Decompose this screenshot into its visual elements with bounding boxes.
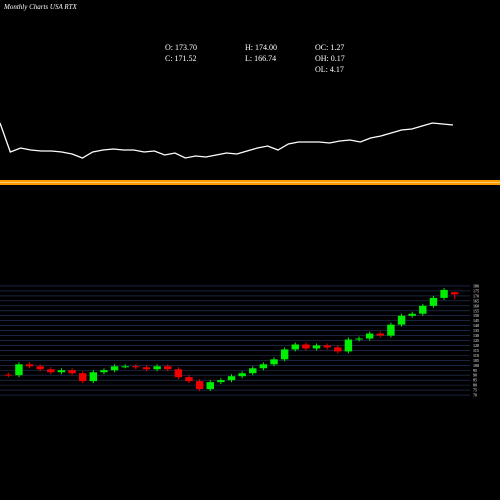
y-tick-label: 170 (473, 293, 479, 298)
candle-body (4, 374, 13, 376)
y-tick-label: 105 (473, 358, 479, 363)
y-tick-label: 90 (473, 373, 477, 378)
y-tick-label: 160 (473, 303, 479, 308)
candle-body (68, 370, 76, 374)
y-tick-label: 80 (473, 383, 477, 388)
ohlc-info: H: 174.00 (245, 43, 277, 52)
candle-body (25, 364, 34, 367)
y-tick-label: 150 (473, 313, 479, 318)
y-tick-label: 95 (473, 368, 477, 373)
y-tick-label: 120 (473, 343, 479, 348)
candle-body (153, 366, 161, 370)
y-tick-label: 145 (473, 318, 479, 323)
candle-body (110, 366, 119, 371)
y-tick-label: 85 (473, 378, 477, 383)
y-tick-label: 135 (473, 328, 479, 333)
candle-body (334, 347, 342, 352)
y-tick-label: 175 (473, 288, 479, 293)
candle-body (185, 377, 193, 382)
candle-body (36, 366, 44, 370)
y-tick-label: 75 (473, 388, 477, 393)
y-tick-label: 180 (473, 283, 479, 288)
candle-body (89, 372, 98, 382)
y-tick-label: 115 (473, 348, 479, 353)
candle-body (397, 315, 406, 325)
ohlc-info: L: 166.74 (245, 54, 276, 63)
candle-body (344, 339, 353, 352)
chart-title: Monthly Charts USA RTX (3, 3, 78, 11)
candle-body (78, 373, 87, 382)
candle-body (312, 345, 321, 349)
candle-body (419, 305, 427, 314)
candle-body (164, 366, 172, 370)
ohlc-info: O: 173.70 (165, 43, 197, 52)
candle-body (291, 344, 299, 350)
candle-body (440, 289, 448, 298)
candle-body (450, 292, 459, 295)
candle-body (227, 376, 236, 381)
ohlc-info: OH: 0.17 (315, 54, 345, 63)
candle-body (249, 368, 257, 374)
candle-body (195, 381, 204, 390)
candle-body (121, 366, 129, 368)
y-tick-label: 155 (473, 308, 479, 313)
candle-body (376, 333, 385, 336)
candle-body (142, 367, 151, 370)
candle-body (217, 380, 225, 383)
candle-body (238, 373, 246, 377)
candle-body (302, 344, 310, 349)
y-tick-label: 130 (473, 333, 479, 338)
candle-body (174, 369, 183, 378)
candle-body (57, 370, 66, 373)
y-tick-label: 140 (473, 323, 479, 328)
y-tick-label: 165 (473, 298, 479, 303)
candle-body (270, 359, 278, 365)
ohlc-info: OL: 4.17 (315, 65, 344, 74)
candle-body (206, 382, 214, 390)
candle-body (100, 370, 108, 373)
candle-body (387, 324, 395, 336)
ohlc-info: OC: 1.27 (315, 43, 344, 52)
candle-body (259, 364, 268, 369)
y-tick-label: 125 (473, 338, 479, 343)
candle-body (15, 364, 23, 376)
candle-body (355, 338, 363, 340)
y-tick-label: 110 (473, 353, 479, 358)
candle-body (429, 297, 438, 306)
candle-body (408, 313, 416, 316)
y-tick-label: 100 (473, 363, 479, 368)
candle-body (365, 333, 374, 339)
candle-body (132, 366, 140, 368)
candle-body (47, 369, 55, 373)
ohlc-info: C: 171.52 (165, 54, 197, 63)
price-line (0, 122, 454, 159)
y-tick-label: 70 (473, 393, 477, 398)
candle-body (323, 345, 331, 348)
candle-body (280, 349, 289, 360)
